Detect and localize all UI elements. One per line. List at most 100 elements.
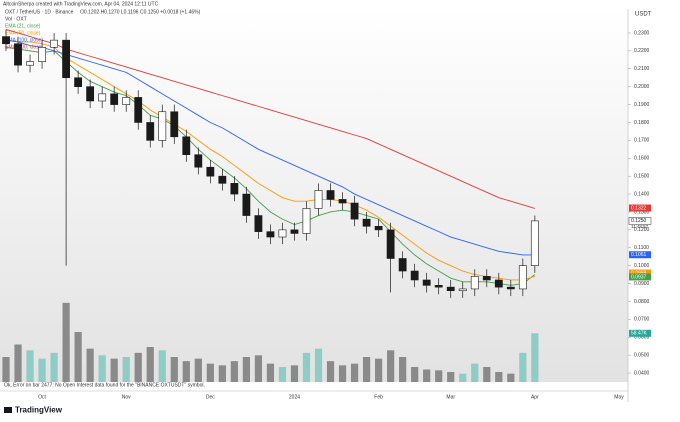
ema-line [5, 28, 535, 209]
ema-line [5, 39, 535, 281]
price-badge-label: 0.0937 [631, 274, 647, 280]
volume-bar [459, 373, 467, 382]
volume-bar [254, 355, 263, 382]
x-tick-label: Oct [38, 394, 46, 400]
volume-bar [471, 363, 479, 382]
price-badge-label: 0.1061 [631, 252, 647, 258]
candle-body [446, 286, 455, 292]
y-tick-label: 0.1800 [634, 120, 650, 126]
volume-bar [62, 302, 70, 382]
y-tick-label: 0.0500 [634, 352, 650, 358]
candle-body [194, 154, 203, 168]
volume-bar [146, 347, 154, 382]
candle-body [38, 47, 46, 62]
volume-bar [302, 352, 311, 382]
candle-body [218, 175, 227, 184]
volume-bar [158, 350, 166, 382]
volume-bar [2, 357, 10, 382]
status-text: Ok, Error on bar 2477: No Open Interest … [4, 382, 205, 388]
y-tick-label: 0.2200 [634, 48, 650, 54]
volume-bar [314, 348, 323, 382]
volume-bar [362, 357, 371, 382]
y-tick-label: 0.1700 [634, 138, 650, 144]
candle-body [350, 202, 359, 220]
volume-bar [507, 373, 515, 382]
candle-body [50, 39, 58, 48]
y-tick-label: 0.2300 [634, 30, 650, 36]
price-badge-label: 0.1250 [631, 218, 647, 224]
brand-logo [4, 407, 12, 413]
volume-bar [38, 358, 46, 382]
countdown: 11:48:57 [631, 224, 649, 229]
candle-body [314, 190, 323, 209]
candle-body [158, 111, 167, 141]
candle-body [134, 97, 143, 123]
volume-bar [242, 357, 250, 382]
volume-bar [86, 348, 94, 382]
candle-body [2, 36, 10, 45]
plot-area [0, 9, 628, 382]
price-badge-label: 0.0959 [631, 270, 647, 276]
ema-line [5, 39, 535, 256]
y-tick-label: 0.1200 [634, 227, 650, 233]
candle-body [470, 276, 479, 290]
price-badge [629, 251, 651, 259]
candle-body [386, 229, 395, 259]
volume-bar [326, 361, 335, 382]
candle-body [146, 122, 155, 141]
volume-bar [230, 361, 238, 382]
volume-bar [375, 358, 383, 382]
candle-body [62, 39, 71, 79]
brand-name: TradingView [15, 406, 63, 415]
x-tick-label: Feb [374, 394, 383, 400]
symbol-title: OXT / TetherUS · 1D · Binance [5, 9, 74, 15]
candle-body [98, 93, 107, 102]
y-tick-label: 0.2100 [634, 66, 650, 72]
volume-bar [278, 367, 287, 382]
price-badge-label: 0.1322 [631, 205, 647, 211]
y-tick-label: 0.0800 [634, 299, 650, 305]
attribution: AltcoinSherpa created with TradingView.c… [3, 1, 159, 7]
volume-bar [447, 372, 455, 382]
volume-bar [519, 352, 527, 382]
candle-body [458, 288, 467, 292]
y-tick-label: 0.1900 [634, 102, 650, 108]
candle-body [74, 77, 83, 87]
volume-bar [134, 352, 142, 382]
volume-bar [266, 363, 275, 382]
y-tick-label: 0.1300 [634, 209, 650, 215]
candle-body [494, 279, 503, 288]
volume-bar [50, 352, 58, 382]
x-tick-label: Dec [206, 394, 215, 400]
candle-body [410, 270, 419, 281]
price-badge [628, 217, 652, 225]
y-tick-label: 0.1000 [634, 263, 650, 269]
candle-body [482, 276, 491, 281]
candle-body [86, 86, 95, 102]
candle-body [422, 279, 431, 286]
volume-bar [170, 357, 178, 382]
volume-bar [74, 332, 82, 382]
x-tick-label: Nov [122, 394, 131, 400]
volume-bar [411, 367, 419, 382]
candle-body [374, 225, 383, 231]
candle-body [170, 111, 179, 138]
volume-bar [194, 358, 202, 382]
volume-name: Vol · OXT [5, 16, 27, 22]
candle-body [518, 265, 527, 290]
y-tick-label: 0.1100 [634, 245, 649, 251]
legend-entry: EMA (200, close) [5, 44, 43, 50]
volume-bar [350, 363, 359, 382]
candle-body [254, 215, 263, 232]
y-tick-label: 0.0400 [634, 370, 650, 376]
volume-bar [483, 367, 491, 382]
legend-entry: EMA (100, close) [5, 37, 43, 43]
ema-line [5, 46, 536, 286]
x-tick-label: May [614, 394, 624, 400]
volume-bar [26, 350, 34, 382]
candle-body [266, 231, 275, 238]
candle-body [110, 93, 119, 105]
candle-body [242, 193, 251, 216]
volume-bar [338, 365, 347, 382]
